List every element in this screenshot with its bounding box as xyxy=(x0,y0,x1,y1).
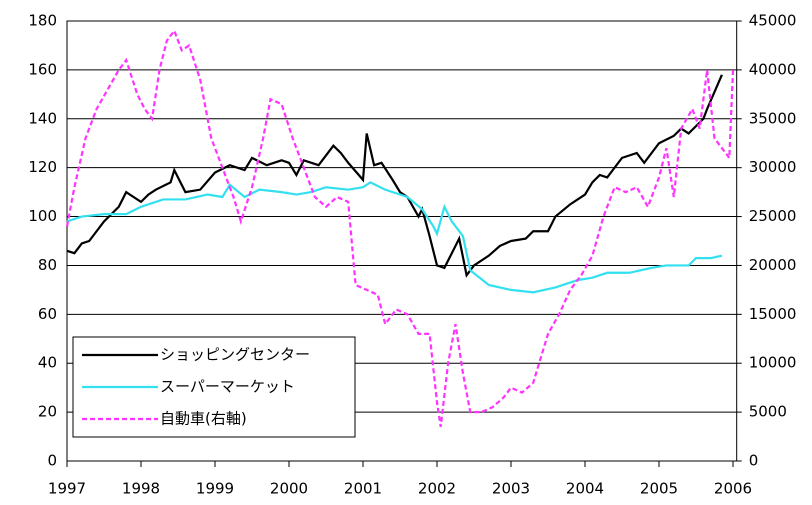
y-tick-label: 60 xyxy=(38,305,57,323)
y-tick-label: 140 xyxy=(28,109,57,127)
y-tick-label: 180 xyxy=(28,12,57,30)
y-tick-label: 0 xyxy=(47,452,57,470)
y2-tick-label: 25000 xyxy=(749,207,797,225)
y-tick-label: 20 xyxy=(38,403,57,421)
y2-tick-label: 10000 xyxy=(749,354,797,372)
x-tick-label: 2006 xyxy=(714,480,752,498)
x-tick-label: 1998 xyxy=(122,480,160,498)
y-tick-label: 40 xyxy=(38,354,57,372)
y2-tick-label: 45000 xyxy=(749,12,797,30)
series-line xyxy=(65,28,735,427)
y2-tick-label: 20000 xyxy=(749,256,797,274)
y-tick-label: 100 xyxy=(28,207,57,225)
y-tick-label: 120 xyxy=(28,158,57,176)
x-tick-label: 1999 xyxy=(196,480,234,498)
x-tick-label: 2005 xyxy=(640,480,678,498)
series-line xyxy=(66,74,723,278)
y2-tick-label: 30000 xyxy=(749,158,797,176)
x-tick-label: 2002 xyxy=(418,480,456,498)
legend-label: スーパーマーケット xyxy=(160,378,295,396)
series-line xyxy=(66,181,723,294)
y2-tick-label: 40000 xyxy=(749,60,797,78)
y2-tick-label: 35000 xyxy=(749,109,797,127)
x-tick-label: 2004 xyxy=(566,480,604,498)
legend-label: 自動車(右軸) xyxy=(160,410,247,428)
x-tick-label: 2000 xyxy=(270,480,308,498)
plot-border xyxy=(66,20,738,462)
legend-label: ショッピングセンター xyxy=(160,346,310,364)
x-tick-label: 1997 xyxy=(48,480,86,498)
y-tick-label: 80 xyxy=(38,256,57,274)
y2-tick-label: 0 xyxy=(749,452,759,470)
y2-tick-label: 5000 xyxy=(749,403,787,421)
x-tick-label: 2001 xyxy=(344,480,382,498)
x-tick-label: 2003 xyxy=(492,480,530,498)
y2-tick-label: 15000 xyxy=(749,305,797,323)
y-tick-label: 160 xyxy=(28,60,57,78)
